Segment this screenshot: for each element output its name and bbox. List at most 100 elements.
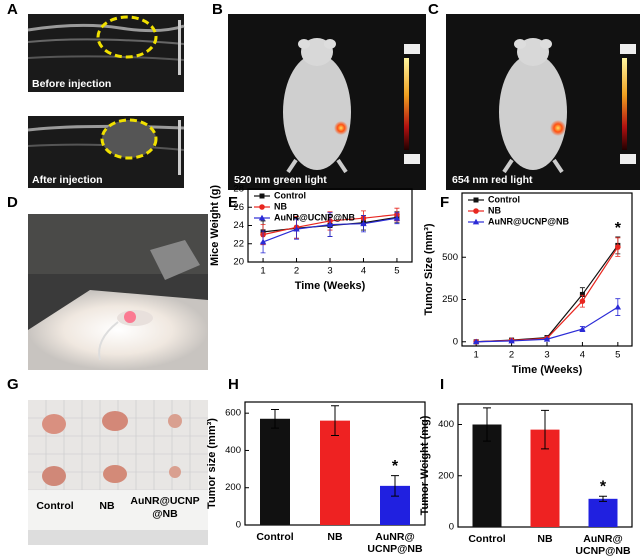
tumor-label: AuNR@UCNP xyxy=(130,495,199,507)
marker xyxy=(579,298,586,304)
tumor-label: NB xyxy=(99,500,115,512)
marker xyxy=(473,197,479,203)
tumor-photo: Control NB AuNR@UCNP @NB xyxy=(28,400,208,545)
panel-label: A xyxy=(7,1,18,18)
x-tick-label: Control xyxy=(468,533,505,545)
significance-mark: * xyxy=(392,458,399,475)
x-tick-label: 1 xyxy=(260,266,265,277)
x-tick-label: 2 xyxy=(294,266,299,277)
y-tick-label: 0 xyxy=(453,336,458,347)
x-tick-label: 3 xyxy=(327,266,332,277)
y-tick-label: 20 xyxy=(233,257,244,268)
x-tick-label: 3 xyxy=(544,350,549,361)
panel-label: E xyxy=(228,194,238,211)
tumor-label: @NB xyxy=(152,508,178,520)
y-tick-label: 26 xyxy=(233,202,244,213)
x-tick-label: 4 xyxy=(580,350,585,361)
marker xyxy=(258,214,266,221)
error-bar xyxy=(599,495,607,502)
bar xyxy=(260,418,290,525)
legend-label: NB xyxy=(488,205,501,215)
image-caption: Before injection xyxy=(32,78,111,90)
x-tick-label: 2 xyxy=(509,350,514,361)
marker xyxy=(360,220,367,227)
y-tick-label: 200 xyxy=(225,482,241,493)
panel-label: G xyxy=(7,376,19,393)
marker xyxy=(393,215,401,221)
y-tick-label: 250 xyxy=(442,294,458,305)
error-bar xyxy=(331,405,339,437)
marker xyxy=(259,193,265,199)
panel-label: F xyxy=(440,194,449,211)
fluorescence-image-green: 520 nm green light xyxy=(228,14,426,190)
tumor-label: Control xyxy=(36,500,73,512)
ultrasound-after: After injection xyxy=(27,116,185,188)
panel-label: H xyxy=(228,376,239,393)
y-tick-label: 28 xyxy=(233,184,244,195)
error-bar xyxy=(271,408,279,429)
marker xyxy=(473,208,479,214)
marker xyxy=(259,238,267,245)
x-tick-label: NB xyxy=(327,531,343,543)
x-tick-label: AuNR@ xyxy=(375,531,414,543)
marker xyxy=(326,221,334,227)
marker xyxy=(614,303,622,310)
marker xyxy=(293,225,300,232)
y-tick-label: 0 xyxy=(449,522,454,533)
x-tick-label: 5 xyxy=(394,266,399,277)
y-tick-label: 24 xyxy=(233,220,244,231)
bar xyxy=(588,498,618,527)
x-tick-label: Control xyxy=(256,531,293,543)
image-caption: 520 nm green light xyxy=(234,174,327,186)
x-tick-label: UCNP@NB xyxy=(367,543,423,555)
y-tick-label: 400 xyxy=(225,445,241,456)
series-line xyxy=(476,245,619,343)
fluorescence-image-red: 654 nm red light xyxy=(446,14,640,190)
panel-label: D xyxy=(7,194,18,211)
y-tick-label: 22 xyxy=(233,238,244,249)
marker xyxy=(615,244,621,250)
x-tick-label: AuNR@ xyxy=(583,533,622,545)
error-bar xyxy=(391,475,399,497)
setup-photo xyxy=(28,214,208,370)
marker xyxy=(472,338,480,345)
x-tick-label: 4 xyxy=(361,266,366,277)
marker xyxy=(472,218,480,225)
marker xyxy=(508,337,515,344)
panel-label: B xyxy=(212,1,223,18)
series-line xyxy=(476,246,619,343)
image-caption: After injection xyxy=(32,174,103,186)
bar xyxy=(320,420,350,525)
ultrasound-before: Before injection xyxy=(27,14,185,92)
marker xyxy=(579,325,586,332)
y-axis-label: Mice Weight (g) xyxy=(209,185,221,266)
y-axis-label: Tumor Size (mm³) xyxy=(423,223,435,315)
x-tick-label: 5 xyxy=(615,350,620,361)
x-axis-label: Time (Weeks) xyxy=(295,280,366,292)
legend-label: Control xyxy=(274,190,306,200)
marker xyxy=(259,204,265,210)
legend-label: AuNR@UCNP@NB xyxy=(488,216,570,226)
y-tick-label: 200 xyxy=(438,470,454,481)
significance-mark: * xyxy=(600,478,607,495)
x-tick-label: 1 xyxy=(474,350,479,361)
panel-label: I xyxy=(440,376,444,393)
legend-label: NB xyxy=(274,201,287,211)
marker xyxy=(543,336,551,342)
x-axis-label: Time (Weeks) xyxy=(512,364,583,376)
y-tick-label: 400 xyxy=(438,419,454,430)
y-tick-label: 600 xyxy=(225,408,241,419)
significance-mark: * xyxy=(615,220,622,237)
y-tick-label: 500 xyxy=(442,252,458,263)
error-bar xyxy=(541,409,549,450)
legend-label: AuNR@UCNP@NB xyxy=(274,212,356,222)
marker xyxy=(579,291,585,297)
legend-label: Control xyxy=(488,194,520,204)
x-tick-label: UCNP@NB xyxy=(575,545,631,557)
error-bar xyxy=(483,407,491,442)
x-tick-label: NB xyxy=(537,533,553,545)
panel-label: C xyxy=(428,1,439,18)
y-axis-label: Tumor Weight (mg) xyxy=(419,415,431,515)
